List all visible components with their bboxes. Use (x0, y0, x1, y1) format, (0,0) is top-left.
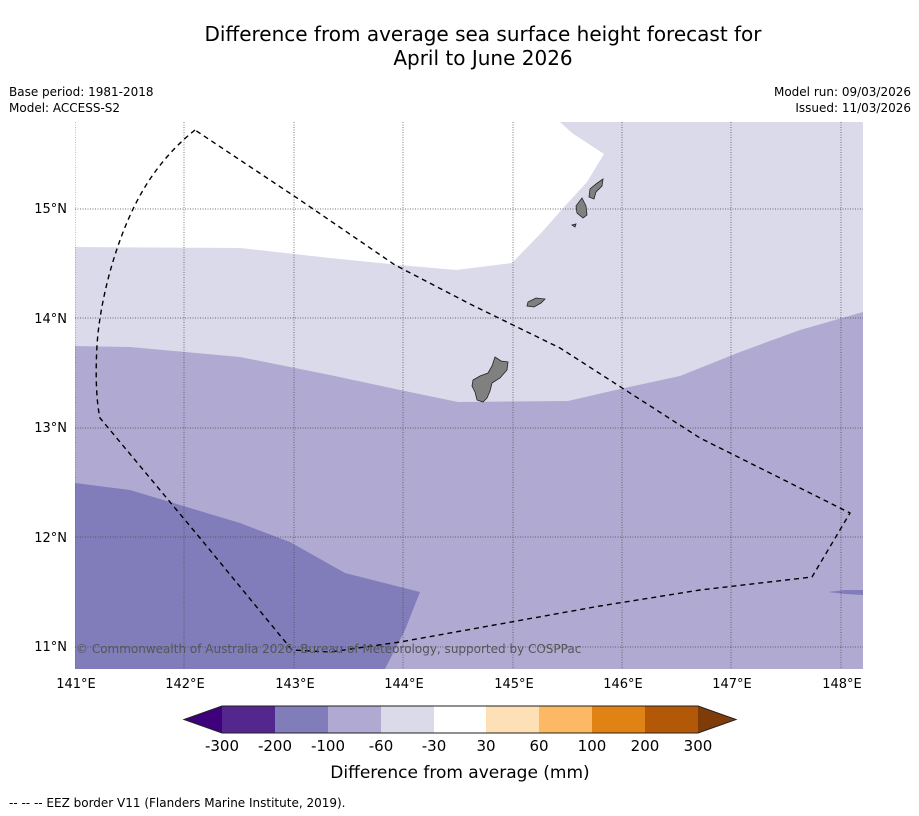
lat-label-14n: 14°N (34, 312, 67, 327)
map-title: Difference from average sea surface heig… (0, 22, 919, 70)
lon-label-147e: 147°E (712, 677, 752, 692)
latitude-labels: 15°N 14°N 13°N 12°N 11°N (34, 202, 67, 655)
colorbar-segment (275, 706, 328, 733)
colorbar-label: 200 (631, 737, 660, 755)
colorbar-label: -30 (422, 737, 447, 755)
lat-label-11n: 11°N (34, 640, 67, 655)
colorbar-label: -300 (205, 737, 239, 755)
islands (471, 178, 604, 403)
eez-footnote: -- -- -- EEZ border V11 (Flanders Marine… (9, 796, 346, 810)
colorbar: -300 -200 -100 -60 -30 30 60 100 200 300… (182, 705, 738, 783)
graticule (75, 122, 863, 669)
colorbar-segment (592, 706, 645, 733)
copyright-text: © Commonwealth of Australia 2026, Bureau… (76, 642, 581, 656)
lon-label-148e: 148°E (822, 677, 862, 692)
anomaly-band-minus100-minus200 (75, 483, 420, 669)
colorbar-segment (434, 706, 486, 733)
lon-label-146e: 146°E (603, 677, 643, 692)
meta-left: Base period: 1981-2018 Model: ACCESS-S2 (9, 84, 154, 116)
colorbar-segment (539, 706, 592, 733)
island-aguijan (571, 223, 577, 228)
model-run: Model run: 09/03/2026 (773, 85, 911, 99)
title-line-2: April to June 2026 (393, 46, 573, 70)
island-rota (526, 297, 546, 308)
lon-label-145e: 145°E (494, 677, 534, 692)
model-name: Model: ACCESS-S2 (9, 101, 121, 115)
colorbar-title: Difference from average (mm) (330, 763, 589, 783)
colorbar-segment (645, 706, 698, 733)
colorbar-segment (222, 706, 275, 733)
map-area (75, 122, 863, 669)
colorbar-segment (486, 706, 539, 733)
island-saipan (588, 178, 604, 200)
colorbar-label: 30 (476, 737, 495, 755)
colorbar-label: -60 (369, 737, 394, 755)
colorbar-label: 60 (529, 737, 548, 755)
title-line-1: Difference from average sea surface heig… (204, 22, 762, 46)
lat-label-15n: 15°N (34, 202, 67, 217)
longitude-labels: 141°E 142°E 143°E 144°E 145°E 146°E 147°… (56, 677, 862, 692)
island-tinian (575, 197, 588, 219)
colorbar-label: 300 (684, 737, 713, 755)
colorbar-extend-low (184, 706, 222, 733)
colorbar-segment (328, 706, 381, 733)
colorbar-extend-high (698, 706, 736, 733)
island-guam (471, 356, 509, 403)
lon-label-144e: 144°E (384, 677, 424, 692)
lon-label-143e: 143°E (275, 677, 315, 692)
anomaly-band-near-average (75, 122, 604, 270)
colorbar-label: -100 (311, 737, 345, 755)
base-period: Base period: 1981-2018 (9, 85, 154, 99)
colorbar-label: -200 (258, 737, 292, 755)
anomaly-band-small-patch (828, 590, 863, 595)
lon-label-142e: 142°E (165, 677, 205, 692)
colorbar-segment (381, 706, 434, 733)
issued-date: Issued: 11/03/2026 (795, 101, 911, 115)
lat-label-13n: 13°N (34, 421, 67, 436)
colorbar-outline (182, 705, 738, 734)
colorbar-label: 100 (578, 737, 607, 755)
eez-border (95, 129, 851, 653)
lat-label-12n: 12°N (34, 531, 67, 546)
meta-right: Model run: 09/03/2026 Issued: 11/03/2026 (774, 84, 911, 116)
lon-label-141e: 141°E (56, 677, 96, 692)
